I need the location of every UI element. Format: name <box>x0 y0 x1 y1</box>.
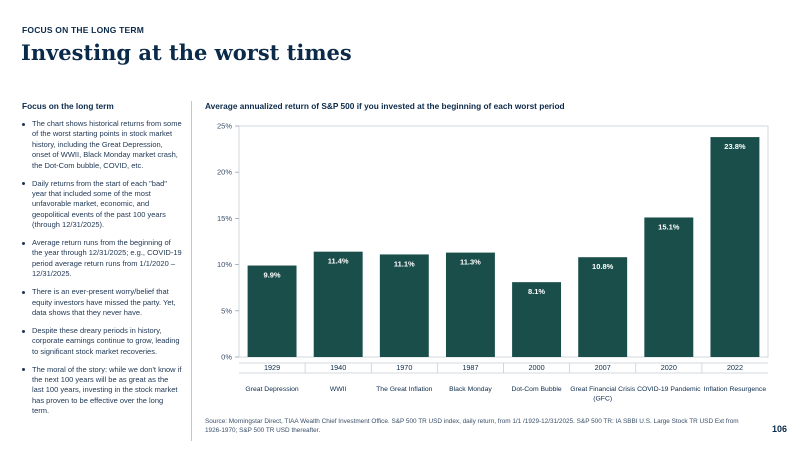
x-category-year: 1970 <box>396 363 412 372</box>
sidebar-notes: Focus on the long term The chart shows h… <box>22 101 182 424</box>
page-number: 106 <box>772 424 788 434</box>
bullet-item: There is an ever-present worry/belief th… <box>22 287 182 318</box>
bullet-item: Daily returns from the start of each "ba… <box>22 179 182 231</box>
y-tick-label: 5% <box>221 306 232 315</box>
column-divider <box>191 101 192 441</box>
x-category-period-label: Black Monday <box>449 386 492 393</box>
bar-value-label: 15.1% <box>658 222 680 231</box>
bullet-item: Despite these dreary periods in history,… <box>22 326 182 357</box>
bar-value-label: 9.9% <box>264 271 281 280</box>
bar <box>644 217 694 357</box>
x-category-year: 1929 <box>264 363 280 372</box>
x-category-year: 1940 <box>330 363 346 372</box>
source-note: Source: Morningstar Direct, TIAA Wealth … <box>205 418 739 434</box>
x-category-year: 2022 <box>727 363 743 372</box>
bar-value-label: 8.1% <box>528 287 545 296</box>
x-category-period-label-line2: (GFC) <box>593 396 612 403</box>
plot-area-frame <box>238 125 769 358</box>
y-tick-label: 10% <box>217 260 232 269</box>
bar <box>247 265 297 357</box>
bar-value-label: 11.3% <box>460 258 481 267</box>
y-tick-label: 20% <box>217 168 232 177</box>
x-category-year: 2000 <box>528 363 544 372</box>
x-category-period-label: Inflation Resurgence <box>704 386 767 393</box>
y-tick-label: 25% <box>217 122 232 131</box>
bar <box>710 137 760 357</box>
bar <box>445 252 495 357</box>
bar <box>578 257 628 357</box>
bar-value-label: 11.1% <box>394 259 415 268</box>
sidebar-heading: Focus on the long term <box>22 101 114 111</box>
bar-chart: 0% 5% 10% 15% 20% 25% 9.9% 1929 Great Depression… <box>217 122 769 403</box>
bar <box>313 251 363 357</box>
chart-title: Average annualized return of S&P 500 if … <box>205 101 565 111</box>
bullet-item: Average return runs from the beginning o… <box>22 238 182 280</box>
x-category-year: 2020 <box>661 363 677 372</box>
x-category-year: 2007 <box>595 363 611 372</box>
eyebrow-label: FOCUS ON THE LONG TERM <box>22 25 144 35</box>
bar <box>379 254 429 357</box>
bar-value-label: 23.8% <box>724 142 746 151</box>
x-category-period-label: The Great Inflation <box>376 386 433 393</box>
bar-value-label: 11.4% <box>328 257 349 266</box>
x-category-year: 1987 <box>462 363 478 372</box>
bullet-item: The moral of the story: while we don't k… <box>22 365 182 417</box>
bullet-list: The chart shows historical returns from … <box>22 119 182 417</box>
bar <box>512 282 562 357</box>
x-category-period-label: Great Depression <box>245 386 298 393</box>
x-category-period-label: Dot-Com Bubble <box>511 386 561 393</box>
x-category-period-label: COVID-19 Pandemic <box>637 386 701 393</box>
bullet-item: The chart shows historical returns from … <box>22 119 182 171</box>
x-category-period-label: Great Financial Crisis <box>570 386 636 393</box>
bar-value-label: 10.8% <box>592 262 614 271</box>
y-tick-label: 15% <box>217 214 232 223</box>
x-category-period-label: WWII <box>330 386 347 393</box>
page-title: Investing at the worst times <box>21 40 352 65</box>
y-tick-label: 0% <box>221 353 232 362</box>
